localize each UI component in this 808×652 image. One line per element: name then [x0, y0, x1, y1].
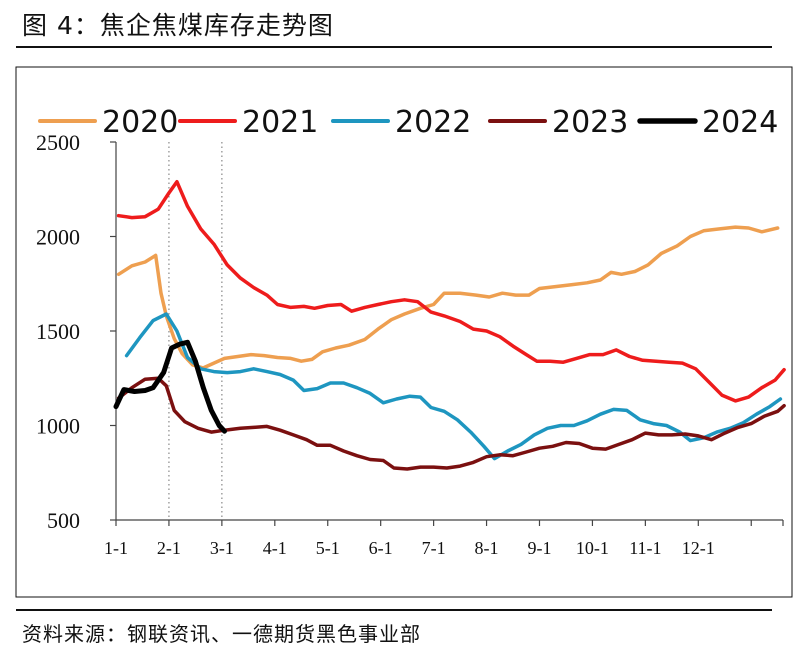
vertical-gridlines	[168, 142, 223, 520]
y-tick-label: 2500	[36, 130, 80, 155]
figure-title: 图 4：焦企焦煤库存走势图	[22, 11, 334, 40]
series-lines	[113, 179, 786, 471]
y-tick-label: 500	[47, 508, 80, 533]
x-tick-label: 5-1	[316, 538, 340, 558]
x-tick-label: 1-1	[104, 538, 128, 558]
source-rule	[16, 609, 772, 611]
x-tick-label: 6-1	[369, 538, 393, 558]
axes	[110, 141, 784, 526]
x-tick-label: 3-1	[210, 538, 234, 558]
x-tick-label: 11-1	[629, 538, 661, 558]
legend-label-2020: 2020	[102, 105, 178, 140]
y-tick-labels: 500 1000 1500 2000 2500	[36, 130, 80, 533]
line-chart: 2020 2021 2022 2023 2024 500 1000 1500 2000 2500…	[15, 66, 793, 598]
title-rule	[16, 46, 772, 48]
x-tick-label: 4-1	[263, 538, 287, 558]
plot-frame	[15, 66, 793, 598]
series-line-2023	[116, 376, 786, 471]
y-tick-label: 2000	[36, 225, 80, 250]
x-tick-label: 2-1	[157, 538, 181, 558]
x-tick-label: 7-1	[422, 538, 446, 558]
series-line-2022	[124, 312, 783, 461]
legend-label-2022: 2022	[395, 105, 471, 140]
x-tick-label: 10-1	[576, 538, 609, 558]
legend-label-2024: 2024	[702, 105, 778, 140]
x-tick-label: 12-1	[682, 538, 715, 558]
figure-source: 资料来源：钢联资讯、一德期货黑色事业部	[22, 622, 421, 646]
legend: 2020 2021 2022 2023 2024	[38, 105, 778, 140]
y-tick-label: 1500	[36, 319, 80, 344]
y-tick-label: 1000	[36, 414, 80, 439]
series-line-2024	[113, 339, 227, 434]
x-tick-labels: 1-1 2-1 3-1 4-1 5-1 6-1 7-1 8-1 9-1 10-1 11-1 12-1	[104, 538, 715, 558]
legend-label-2023: 2023	[552, 105, 628, 140]
series-line-2021	[116, 179, 786, 403]
legend-label-2021: 2021	[242, 105, 318, 140]
x-tick-label: 8-1	[475, 538, 499, 558]
x-tick-label: 9-1	[527, 538, 551, 558]
